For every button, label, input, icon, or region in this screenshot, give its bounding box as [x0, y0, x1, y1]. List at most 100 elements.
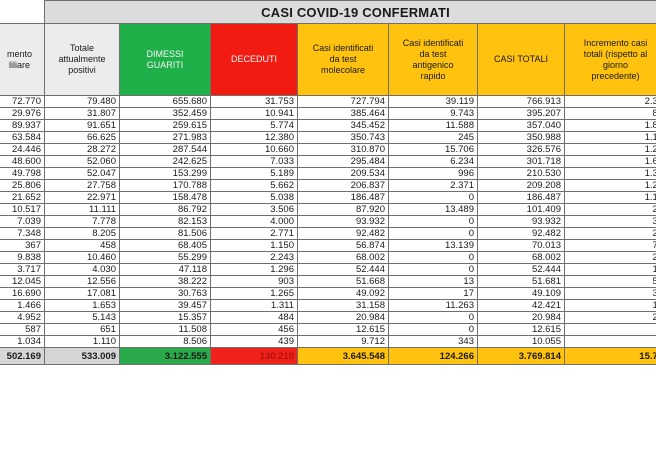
column-header-label: mento liliare [6, 48, 32, 70]
column-header-label: Totale attualmente positivi [58, 43, 106, 75]
table-cell: 17.081 [44, 287, 120, 300]
table-cell: 21.652 [0, 191, 45, 204]
column-header-c6: CASI TOTALI [477, 23, 565, 96]
table-row: 25.806 27.758 170.788 5.662 206.837 2.371 209.… [0, 179, 656, 192]
table-cell: 10.460 [44, 251, 120, 264]
table-cell: 31.158 [297, 299, 389, 312]
table-cell: 186.487 [477, 191, 565, 204]
table-cell: 13.139 [388, 239, 478, 252]
table-cell: 52.444 [297, 263, 389, 276]
table-cell: 66.625 [44, 131, 120, 144]
table-cell: 11.111 [44, 203, 120, 216]
totals-row: 502.169 533.009 3.122.555 130.210 3.645.548 1… [0, 347, 656, 365]
table-cell: 9.712 [297, 335, 389, 348]
table-cell: 11.508 [119, 323, 211, 336]
table-cell: 93.932 [297, 215, 389, 228]
table-cell: 13 [563, 263, 656, 276]
column-header-c4: Casi identificati da test molecolare [297, 23, 389, 96]
table-cell: 24 [563, 311, 656, 324]
table-cell: 343 [388, 335, 478, 348]
table-cell: 20 [563, 203, 656, 216]
table-cell: 9.838 [0, 251, 45, 264]
table-cell: 52.444 [477, 263, 565, 276]
table-cell: 16.690 [0, 287, 45, 300]
table-cell: 12 [563, 299, 656, 312]
table-cell: 29.976 [0, 107, 45, 120]
table-cell: 1.653 [44, 299, 120, 312]
table-cell: 11.588 [388, 119, 478, 132]
table-cell: 367 [0, 239, 45, 252]
table-cell: 0 [388, 191, 478, 204]
table-cell: 27.758 [44, 179, 120, 192]
table-cell: 51.681 [477, 275, 565, 288]
table-cell: 39.119 [388, 95, 478, 108]
table-cell: 22.971 [44, 191, 120, 204]
table-cell: 350.988 [477, 131, 565, 144]
table-cell: 456 [210, 323, 298, 336]
table-cell: 245 [388, 131, 478, 144]
table-cell: 8.205 [44, 227, 120, 240]
table-cell: 51.668 [297, 275, 389, 288]
total-cell: 533.009 [44, 347, 120, 365]
table-cell: 30.763 [119, 287, 211, 300]
table-cell: 28.272 [44, 143, 120, 156]
column-header-c0: mento liliare [0, 23, 45, 96]
table-cell: 1.466 [0, 299, 45, 312]
table-cell: 10.941 [210, 107, 298, 120]
table-cell: 68.002 [297, 251, 389, 264]
table-cell: 1.12 [563, 191, 656, 204]
total-cell: 3.769.814 [477, 347, 565, 365]
table-cell: 484 [210, 311, 298, 324]
table-cell: 74 [563, 239, 656, 252]
table-cell: 295.484 [297, 155, 389, 168]
table-cell: 209.534 [297, 167, 389, 180]
table-cell: 82.153 [119, 215, 211, 228]
table-cell: 12.615 [477, 323, 565, 336]
table-cell: 766.913 [477, 95, 565, 108]
total-cell: 502.169 [0, 347, 45, 365]
table-cell: 24.446 [0, 143, 45, 156]
table-row: 89.937 91.651 259.615 5.774 345.452 11.588 357… [0, 119, 656, 132]
table-cell: 49.092 [297, 287, 389, 300]
table-cell: 0 [388, 323, 478, 336]
table-cell: 12.045 [0, 275, 45, 288]
column-header-label: DIMESSI GUARITI [146, 48, 184, 70]
table-cell: 91.651 [44, 119, 120, 132]
table-cell: 0 [388, 251, 478, 264]
table-cell: 7.039 [0, 215, 45, 228]
table-cell: 39 [563, 287, 656, 300]
table-cell: 87 [563, 107, 656, 120]
table-cell: 655.680 [119, 95, 211, 108]
table-cell: 5.143 [44, 311, 120, 324]
table-row: 29.976 31.807 352.459 10.941 385.464 9.743 395… [0, 107, 656, 120]
table-cell: 1.85 [563, 119, 656, 132]
table-cell: 0 [388, 263, 478, 276]
table-cell: 12.380 [210, 131, 298, 144]
table-cell: 72.770 [0, 95, 45, 108]
table-cell: 4.030 [44, 263, 120, 276]
column-header-c5: Casi identificati da test antigenico rapido [388, 23, 478, 96]
table-cell: 1.265 [210, 287, 298, 300]
covid-cases-table: CASI COVID-19 CONFERMATI mento liliare Tot… [0, 0, 656, 365]
table-cell: 5.038 [210, 191, 298, 204]
table-cell: 10.517 [0, 203, 45, 216]
table-cell: 326.576 [477, 143, 565, 156]
table-cell: 8.506 [119, 335, 211, 348]
total-cell: 130.210 [210, 347, 298, 365]
column-header-c7: Incremento casi totali (rispetto al giorno… [563, 23, 656, 96]
table-cell: 89.937 [0, 119, 45, 132]
table-cell: 2.30 [563, 95, 656, 108]
table-cell: 350.743 [297, 131, 389, 144]
table-cell: 12.615 [297, 323, 389, 336]
table-cell: 5.189 [210, 167, 298, 180]
table-cell: 4.000 [210, 215, 298, 228]
blank-title-cell [0, 0, 45, 24]
column-header-label: Casi identificati da test antigenico rapido [402, 37, 464, 81]
